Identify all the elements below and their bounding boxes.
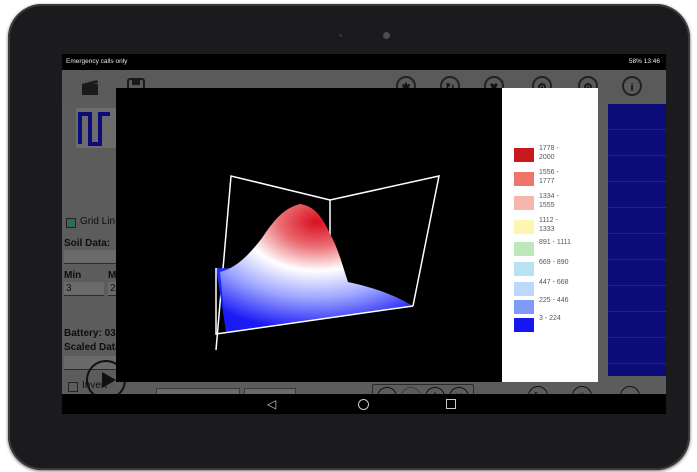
legend-swatch [514, 196, 534, 210]
legend-label: 1778 - 2000 [539, 145, 559, 161]
legend-swatch [514, 220, 534, 234]
clapperboard-icon[interactable] [80, 77, 100, 97]
invert-checkbox[interactable] [68, 382, 78, 392]
soil-data-field[interactable] [64, 250, 124, 264]
status-left-text: Emergency calls only [66, 58, 128, 65]
legend-swatch [514, 148, 534, 162]
box-front-edge [215, 268, 414, 335]
soil-data-label: Soil Data: [64, 238, 111, 249]
surface-plot[interactable] [116, 88, 598, 382]
front-sensor [339, 34, 342, 37]
right-data-column [608, 104, 666, 376]
data-cell[interactable] [608, 104, 666, 130]
legend-label: 3 - 224 [539, 315, 561, 322]
waveform-icon [78, 112, 110, 146]
legend-label: 225 - 446 [539, 297, 569, 304]
legend-label: 447 - 668 [539, 279, 569, 286]
legend-label: 669 - 890 [539, 259, 569, 266]
data-cell[interactable] [608, 338, 666, 364]
data-cell[interactable] [608, 130, 666, 156]
legend-panel: 1778 - 2000 1556 - 1777 1334 - 1555 1112 - … [502, 88, 598, 382]
min-input[interactable]: 3 [64, 282, 104, 296]
scaled-data-label: Scaled Data [64, 342, 121, 353]
data-cell[interactable] [608, 234, 666, 260]
back-icon[interactable]: ◁ [267, 397, 277, 411]
recents-icon[interactable] [446, 399, 456, 409]
data-cell[interactable] [608, 208, 666, 234]
battery-label: Battery: 03 [64, 328, 116, 339]
data-cell[interactable] [608, 286, 666, 312]
legend-swatch [514, 242, 534, 256]
legend-label: 891 - 1111 [539, 239, 571, 246]
surface-peak [220, 204, 413, 332]
legend-swatch [514, 172, 534, 186]
legend-swatch [514, 282, 534, 296]
android-nav-bar: ◁ [62, 394, 666, 414]
info-icon[interactable]: i [622, 76, 642, 96]
data-cell[interactable] [608, 156, 666, 182]
data-cell[interactable] [608, 260, 666, 286]
grid-lines-checkbox[interactable] [66, 218, 76, 228]
max-label: Ma [108, 270, 122, 281]
legend-swatch [514, 262, 534, 276]
data-cell[interactable] [608, 182, 666, 208]
legend-label: 1556 - 1777 [539, 169, 559, 185]
legend-swatch [514, 318, 534, 332]
status-bar: Emergency calls only 58% 13:46 [62, 54, 666, 70]
data-cell[interactable] [608, 312, 666, 338]
home-icon[interactable] [358, 399, 369, 410]
legend-swatch [514, 300, 534, 314]
grid-lines-label: Grid Lin [80, 216, 116, 227]
legend-label: 1334 - 1555 [539, 193, 559, 209]
left-panel: Grid Lin Soil Data: Min Ma 3 20 Battery:… [62, 104, 124, 394]
front-camera [383, 32, 390, 39]
box-back-right-edge [329, 175, 440, 307]
status-right-text: 58% 13:46 [628, 58, 660, 65]
legend-label: 1112 - 1333 [539, 217, 558, 233]
min-label: Min [64, 270, 82, 281]
